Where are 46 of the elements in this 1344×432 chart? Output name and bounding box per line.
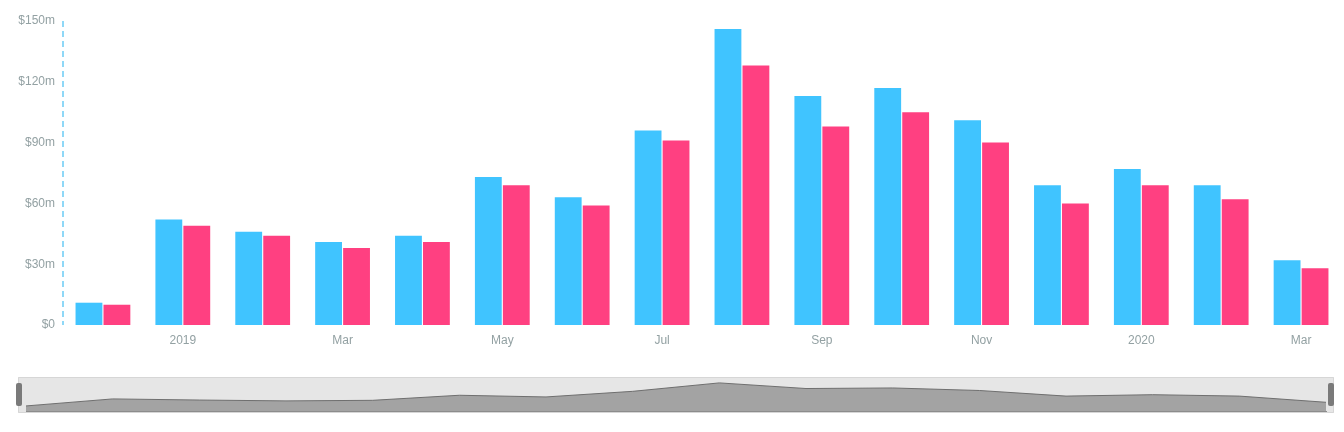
x-tick-label: Mar (332, 332, 353, 347)
bar (874, 87, 902, 325)
bar (263, 235, 291, 325)
bar (794, 95, 822, 325)
x-tick-label: May (490, 332, 514, 347)
bar (423, 241, 450, 325)
bar (183, 225, 211, 325)
bar (502, 185, 530, 325)
x-tick-label: Sep (811, 332, 833, 347)
bar (634, 130, 662, 325)
bar (902, 112, 930, 325)
bar (1301, 268, 1329, 325)
bar (1273, 260, 1301, 325)
bar (75, 302, 103, 325)
x-tick-label: Nov (970, 332, 993, 347)
bar (1062, 203, 1089, 325)
y-tick-label: $0 (41, 317, 56, 332)
bar (822, 126, 850, 325)
bar (954, 120, 981, 325)
bar (982, 142, 1009, 325)
bar (395, 235, 422, 325)
bar (714, 29, 742, 325)
x-tick-label: 2019 (169, 332, 197, 347)
bar (1113, 168, 1141, 325)
x-tick-label: 2020 (1127, 332, 1155, 347)
bar (343, 247, 370, 325)
bar (235, 231, 263, 325)
bar (582, 205, 610, 325)
bar (742, 65, 770, 325)
y-tick-label: $60m (24, 195, 55, 210)
bar (1141, 185, 1169, 325)
y-tick-label: $90m (24, 134, 55, 149)
bar (554, 197, 582, 325)
bar (315, 241, 342, 325)
y-tick-label: $150m (18, 13, 55, 28)
bar (1221, 199, 1249, 325)
x-tick-label: Jul (654, 332, 670, 347)
y-tick-label: $120m (18, 74, 55, 89)
bar (1193, 185, 1221, 325)
bar (103, 304, 131, 325)
bar (474, 177, 502, 325)
bar (155, 219, 183, 325)
x-tick-label: Mar (1290, 332, 1312, 347)
bar (1034, 185, 1061, 325)
y-tick-label: $30m (24, 256, 55, 271)
bar (662, 140, 690, 325)
